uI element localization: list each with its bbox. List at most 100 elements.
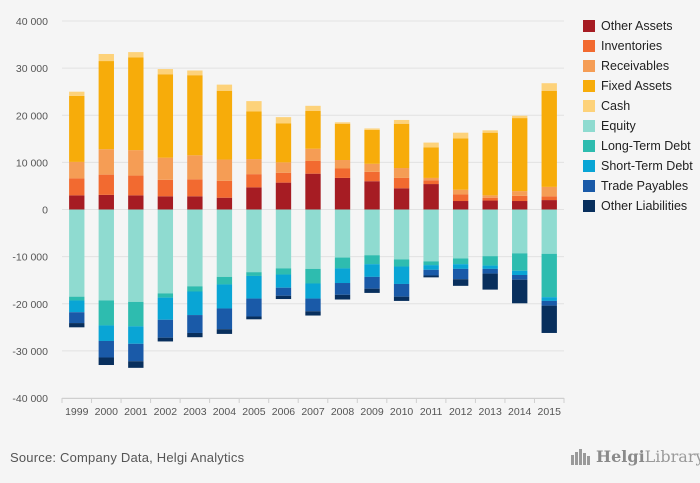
bar-segment (482, 256, 498, 266)
legend-item[interactable]: Receivables (583, 56, 693, 76)
bar-segment (187, 155, 203, 180)
bar-segment (482, 132, 498, 196)
bar-segment (423, 147, 439, 178)
bar-segment (246, 174, 262, 188)
bar-segment (305, 268, 321, 284)
legend-label: Other Assets (601, 19, 673, 33)
bar-segment (512, 275, 528, 280)
bar-segment (364, 129, 380, 164)
bar-segment (305, 173, 321, 210)
legend-label: Short-Term Debt (601, 159, 693, 173)
bar-segment (305, 148, 321, 161)
bar-segment (98, 149, 114, 175)
bar-segment (393, 259, 410, 267)
bar-segment (334, 123, 351, 161)
x-tick-label: 2011 (420, 406, 443, 418)
bar-segment (98, 53, 114, 62)
bar-segment (482, 200, 498, 210)
bar-segment (69, 195, 85, 210)
bar-segment (334, 268, 351, 284)
brand-prefix: Helgi (596, 447, 645, 466)
legend-item[interactable]: Other Assets (583, 16, 693, 36)
bar-segment (512, 195, 528, 202)
legend-swatch (583, 100, 595, 112)
bar-segment (69, 209, 85, 297)
bar-segment (393, 209, 410, 260)
bar-segment (69, 91, 85, 96)
x-tick-label: 2000 (95, 406, 119, 418)
bar-segment (482, 273, 498, 290)
bar-segment (305, 105, 321, 112)
legend-label: Cash (601, 99, 631, 113)
legend-label: Long-Term Debt (601, 139, 691, 153)
bar-segment (452, 209, 469, 259)
bar-segment (452, 279, 469, 286)
bar-segment (423, 184, 439, 210)
bar-segment (423, 209, 439, 262)
bar-segment (157, 179, 174, 197)
bar-segment (364, 255, 380, 265)
bar-segment (275, 268, 292, 275)
legend-item[interactable]: Long-Term Debt (583, 136, 693, 156)
legend-item[interactable]: Short-Term Debt (583, 156, 693, 176)
bar-segment (482, 265, 498, 269)
bar-segment (128, 301, 144, 327)
bar-segment (246, 159, 262, 175)
bar-segment (187, 196, 203, 210)
bar-segment (541, 83, 557, 91)
bar-segment (187, 286, 203, 292)
x-tick-label: 2009 (360, 406, 384, 418)
bar-segment (157, 209, 174, 294)
x-tick-label: 2002 (154, 406, 178, 418)
legend: Other Assets Inventories Receivables Fixed … (583, 16, 693, 216)
x-tick-label: 2015 (538, 406, 562, 418)
legend-item[interactable]: Equity (583, 116, 693, 136)
bar-segment (216, 159, 233, 181)
bar-segment (275, 209, 292, 269)
bar-segment (334, 160, 351, 169)
x-tick-label: 1999 (65, 406, 89, 418)
bar-segment (393, 296, 410, 301)
bar-segment (128, 209, 144, 302)
bar-segment (334, 168, 351, 178)
brand-suffix: Library. (644, 447, 700, 466)
legend-label: Receivables (601, 59, 670, 73)
bar-segment (334, 209, 351, 258)
legend-swatch (583, 160, 595, 172)
bar-segment (216, 308, 233, 330)
x-tick-label: 2006 (272, 406, 296, 418)
bar-segment (157, 157, 174, 180)
bar-segment (69, 300, 85, 313)
x-tick-label: 2004 (213, 406, 237, 418)
bar-segment (216, 276, 233, 285)
x-tick-label: 2013 (478, 406, 502, 418)
bar-segment (69, 178, 85, 196)
bar-segment (541, 196, 557, 201)
legend-item[interactable]: Fixed Assets (583, 76, 693, 96)
bar-segment (482, 195, 498, 198)
x-tick-label: 2005 (242, 406, 266, 418)
bar-segment (98, 357, 114, 366)
y-tick-label: -20 000 (12, 299, 48, 311)
legend-item[interactable]: Cash (583, 96, 693, 116)
bar-segment (246, 187, 262, 210)
bar-segment (275, 172, 292, 183)
bar-segment (393, 188, 410, 210)
bar-segment (305, 298, 321, 312)
legend-item[interactable]: Inventories (583, 36, 693, 56)
legend-item[interactable]: Trade Payables (583, 176, 693, 196)
x-tick-label: 2012 (449, 406, 473, 418)
legend-label: Fixed Assets (601, 79, 672, 93)
helgi-library-icon (571, 448, 590, 465)
bar-segment (393, 119, 410, 124)
bar-segment (393, 283, 410, 297)
bar-segment (275, 117, 292, 124)
bar-segment (128, 175, 144, 196)
bar-segment (275, 123, 292, 163)
legend-item[interactable]: Other Liabilities (583, 196, 693, 216)
bar-segment (98, 209, 114, 301)
bar-segment (128, 326, 144, 344)
bar-segment (423, 177, 439, 181)
bar-segment (157, 297, 174, 320)
